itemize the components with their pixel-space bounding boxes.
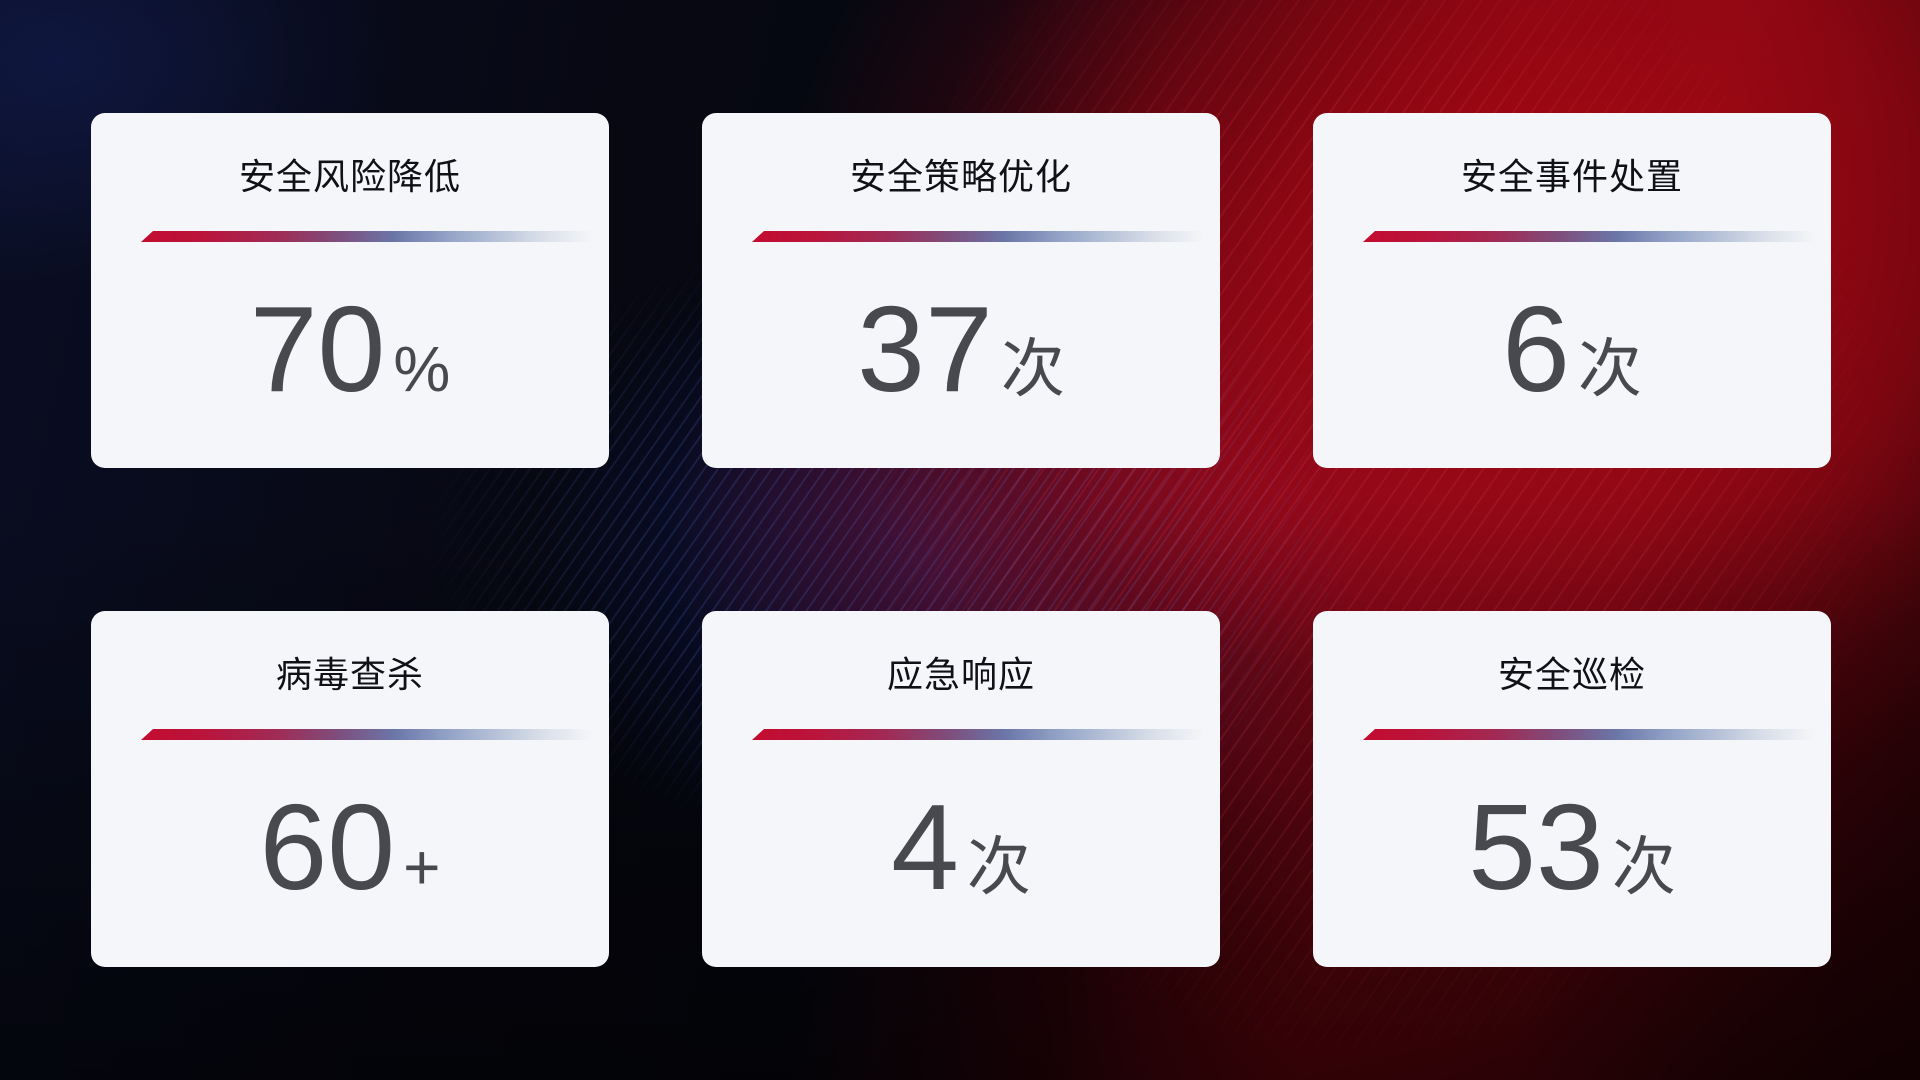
stat-unit: + — [403, 831, 441, 903]
stat-card-incident-handling: 安全事件处置 6 次 — [1313, 113, 1831, 468]
stats-grid: 安全风险降低 70 % 安全策略优化 37 次 安全事件处置 6 次 病毒查 — [91, 113, 1831, 967]
stat-value-row: 37 次 — [857, 288, 1065, 410]
stat-value-row: 70 % — [250, 288, 451, 410]
stat-unit: 次 — [1000, 333, 1065, 405]
stat-value-row: 4 次 — [891, 786, 1031, 908]
gradient-divider — [141, 231, 593, 242]
stat-card-policy-optimization: 安全策略优化 37 次 — [702, 113, 1220, 468]
gradient-divider — [752, 729, 1204, 740]
gradient-divider — [141, 729, 593, 740]
gradient-divider — [752, 231, 1204, 242]
stat-card-virus-scan: 病毒查杀 60 + — [91, 611, 609, 967]
stat-value-row: 60 + — [259, 786, 440, 908]
card-title: 安全风险降低 — [238, 156, 461, 197]
gradient-divider — [1363, 729, 1815, 740]
card-title: 安全事件处置 — [1460, 156, 1683, 197]
stat-value-row: 53 次 — [1468, 786, 1676, 908]
stat-card-risk-reduction: 安全风险降低 70 % — [91, 113, 609, 468]
stat-card-security-inspection: 安全巡检 53 次 — [1313, 611, 1831, 967]
stat-value: 4 — [891, 779, 959, 915]
stat-unit: 次 — [1577, 333, 1642, 405]
card-title: 安全策略优化 — [849, 156, 1072, 197]
card-title: 病毒查杀 — [275, 654, 424, 695]
stat-value: 70 — [249, 281, 386, 417]
stat-card-emergency-response: 应急响应 4 次 — [702, 611, 1220, 967]
stat-unit: 次 — [966, 831, 1031, 903]
gradient-divider — [1363, 231, 1815, 242]
card-title: 安全巡检 — [1497, 654, 1646, 695]
stat-value-row: 6 次 — [1502, 288, 1642, 410]
stat-unit: % — [393, 333, 451, 405]
stat-value: 53 — [1468, 779, 1604, 915]
stat-value: 6 — [1502, 281, 1570, 417]
stat-value: 37 — [857, 281, 993, 417]
stat-value: 60 — [259, 779, 396, 915]
stat-unit: 次 — [1611, 831, 1676, 903]
card-title: 应急响应 — [886, 654, 1035, 695]
